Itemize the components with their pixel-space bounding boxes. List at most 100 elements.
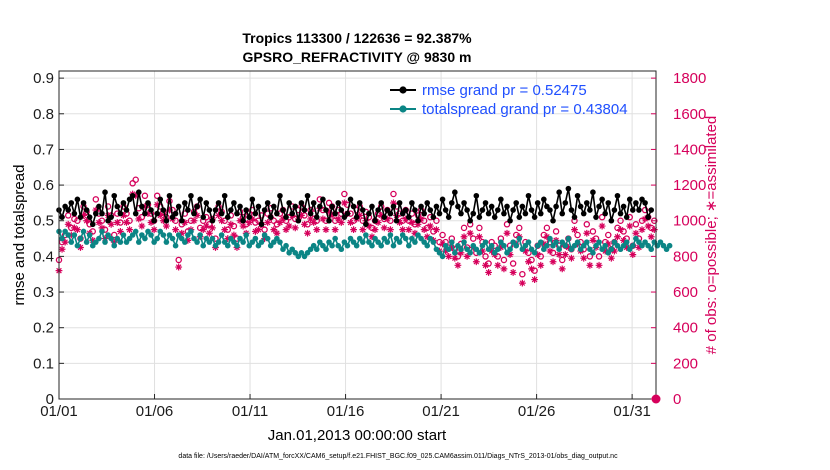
rmse-point bbox=[221, 192, 228, 199]
spread-point bbox=[402, 235, 409, 242]
obs-assimilated-point bbox=[528, 265, 535, 273]
rmse-point bbox=[439, 196, 446, 203]
rmse-point bbox=[197, 196, 203, 203]
rmse-point bbox=[412, 207, 418, 213]
rmse-point bbox=[593, 214, 599, 220]
obs-assimilated-point bbox=[218, 217, 226, 225]
obs-assimilated-point bbox=[540, 240, 548, 248]
obs-assimilated-point bbox=[322, 226, 330, 234]
rmse-point bbox=[433, 203, 440, 210]
obs-assimilated-point bbox=[181, 219, 189, 226]
rmse-point bbox=[614, 192, 621, 199]
footer-data-file: data file: /Users/raeder/DAI/ATM_forcXX/… bbox=[178, 453, 618, 460]
obs-assimilated-point bbox=[74, 226, 81, 234]
obs-assimilated-point bbox=[67, 231, 75, 239]
rmse-point bbox=[246, 214, 253, 220]
obs-assimilated-point bbox=[80, 211, 87, 219]
obs-assimilated-point bbox=[162, 222, 170, 230]
rmse-point bbox=[80, 200, 87, 206]
spread-point bbox=[99, 228, 105, 235]
obs-assimilated-point bbox=[463, 252, 471, 260]
obs-assimilated-point bbox=[561, 251, 569, 259]
obs-assimilated-point bbox=[534, 251, 542, 259]
obs-assimilated-point bbox=[442, 247, 450, 255]
rmse-point bbox=[402, 207, 409, 213]
rmse-point bbox=[369, 203, 375, 210]
obs-assimilated-point bbox=[482, 261, 489, 269]
obs-possible-point bbox=[469, 235, 477, 242]
obs-assimilated-point bbox=[632, 229, 640, 237]
rmse-point bbox=[117, 210, 124, 217]
rmse-point bbox=[421, 210, 427, 217]
spread-point bbox=[258, 239, 265, 245]
x-tick-label: 01/21 bbox=[422, 403, 460, 420]
obs-assimilated-point bbox=[644, 222, 652, 230]
rmse-point bbox=[194, 203, 200, 210]
spread-point bbox=[344, 242, 351, 249]
spread-point bbox=[482, 239, 489, 245]
y-right-tick-label: 400 bbox=[673, 320, 698, 337]
obs-assimilated-point bbox=[506, 251, 514, 259]
rmse-point bbox=[154, 210, 160, 217]
spread-point bbox=[182, 239, 188, 245]
spread-point bbox=[329, 242, 335, 249]
spread-point bbox=[556, 246, 562, 253]
obs-possible-point bbox=[500, 256, 508, 264]
rmse-point bbox=[562, 200, 569, 206]
rmse-point bbox=[452, 189, 458, 196]
rmse-point bbox=[605, 200, 612, 206]
rmse-point bbox=[178, 217, 185, 224]
obs-assimilated-point bbox=[202, 222, 210, 230]
obs-assimilated-point bbox=[583, 229, 591, 237]
obs-assimilated-point bbox=[423, 233, 431, 241]
legend-spread-marker bbox=[399, 105, 407, 113]
obs-possible-point bbox=[482, 253, 489, 260]
x-tick-label: 01/26 bbox=[518, 403, 556, 420]
rmse-point bbox=[485, 210, 492, 217]
rmse-point bbox=[522, 210, 529, 217]
legend: rmse grand pr = 0.52475 totalspread gran… bbox=[390, 82, 628, 118]
obs-possible-point bbox=[598, 213, 606, 221]
obs-assimilated-point bbox=[350, 226, 357, 234]
rmse-point bbox=[172, 210, 179, 217]
rmse-point bbox=[510, 207, 516, 213]
rmse-point bbox=[464, 207, 470, 213]
spread-point bbox=[108, 235, 114, 242]
plot-frame bbox=[58, 70, 657, 400]
spread-point bbox=[71, 232, 78, 238]
spread-point bbox=[338, 246, 345, 253]
rmse-point bbox=[215, 200, 222, 206]
obs-assimilated-point bbox=[564, 244, 572, 251]
obs-assimilated-point bbox=[451, 254, 459, 262]
rmse-point bbox=[280, 207, 286, 213]
rmse-point bbox=[111, 192, 118, 199]
spread-point bbox=[467, 250, 473, 256]
obs-assimilated-point bbox=[227, 220, 235, 228]
rmse-point bbox=[565, 185, 572, 192]
obs-assimilated-point bbox=[328, 211, 336, 219]
obs-assimilated-point bbox=[531, 276, 539, 283]
legend-spread-label: totalspread grand pr = 0.43804 bbox=[422, 101, 628, 118]
obs-assimilated-point bbox=[58, 245, 66, 253]
y-right-tick-label: 1600 bbox=[673, 106, 706, 123]
rmse-point bbox=[166, 192, 173, 199]
spread-point bbox=[458, 246, 464, 253]
rmse-point bbox=[553, 203, 559, 210]
rmse-point bbox=[148, 207, 154, 213]
rmse-point bbox=[501, 210, 507, 217]
obs-possible-point bbox=[110, 231, 118, 239]
obs-assimilated-point bbox=[190, 217, 198, 225]
rmse-point bbox=[96, 203, 102, 210]
spread-point bbox=[142, 235, 148, 242]
rmse-point bbox=[541, 196, 547, 203]
spread-point bbox=[359, 239, 366, 245]
obs-possible-point bbox=[586, 253, 594, 260]
obs-assimilated-point bbox=[604, 240, 612, 248]
spread-point bbox=[234, 242, 240, 249]
rmse-point bbox=[491, 214, 498, 220]
rmse-point bbox=[467, 217, 473, 224]
obs-assimilated-point bbox=[120, 211, 127, 219]
rmse-point bbox=[209, 217, 216, 224]
spread-point bbox=[531, 250, 538, 256]
rmse-point bbox=[642, 200, 648, 206]
